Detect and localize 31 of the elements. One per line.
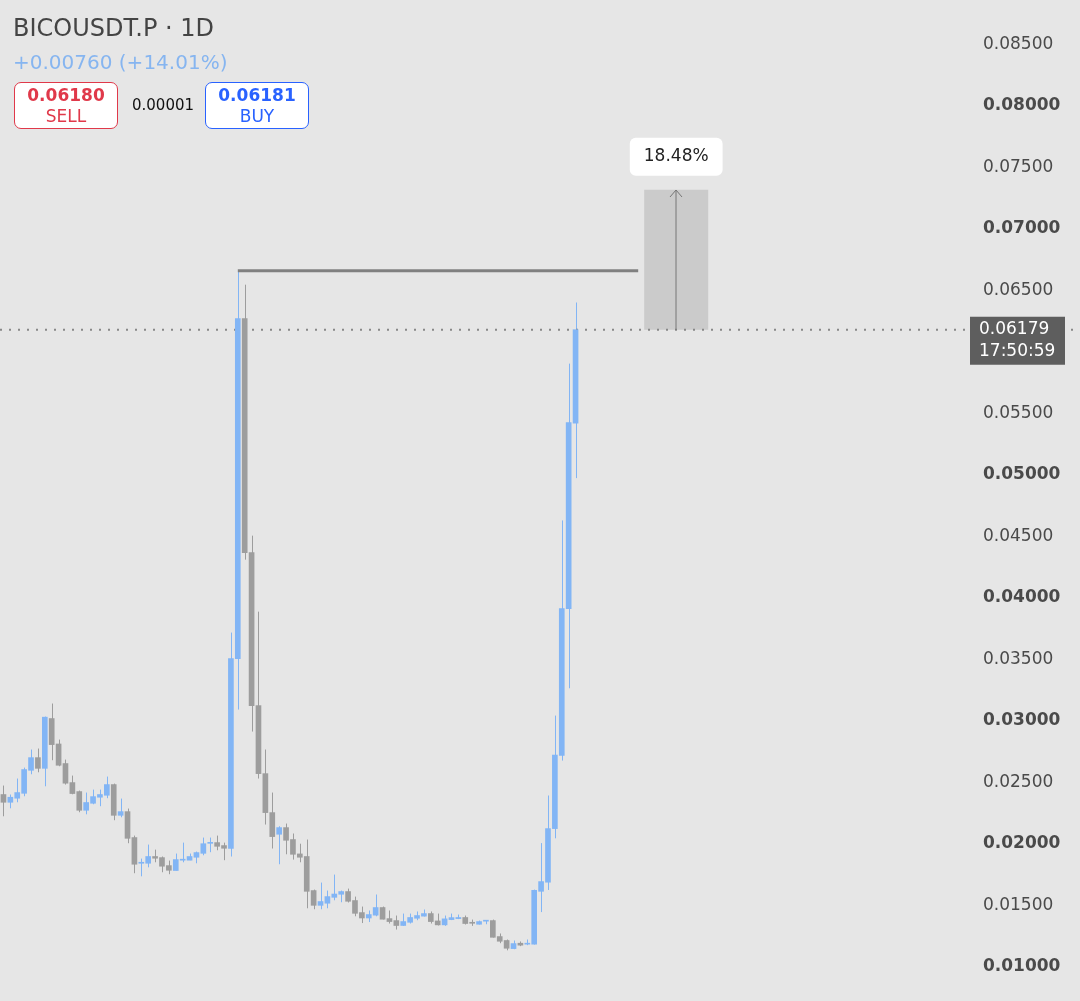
candlestick [276, 825, 282, 865]
y-tick-label: 0.01500 [983, 893, 1054, 914]
y-tick-label: 0.05000 [983, 463, 1061, 484]
text: BICOUSDT.P · 1D [13, 14, 215, 42]
y-tick-label: 0.07000 [983, 217, 1061, 238]
y-tick-label: 0.01000 [983, 954, 1061, 975]
y-tick-label: 0.08000 [983, 94, 1061, 115]
candlestick [0, 785, 7, 817]
candlestick [35, 748, 41, 773]
band-label: 18.48% [643, 145, 709, 166]
text: +0.00760 (+14.01%) [13, 50, 228, 74]
annotation: 0.06180 [26, 85, 106, 106]
candlestick [117, 798, 124, 818]
y-tick-label: 0.05500 [983, 401, 1054, 422]
annotation: 0.00001 [132, 96, 195, 114]
annotation: BUY [238, 106, 276, 127]
annotation: SELL [44, 106, 88, 127]
annotation: 0.06181 [217, 85, 297, 106]
y-tick-label: 0.06500 [983, 278, 1054, 299]
y-tick-label: 0.02500 [983, 770, 1054, 791]
y-tick-label: 0.07500 [983, 155, 1054, 176]
ref-line-label: 0.06179 [979, 318, 1050, 339]
candlestick [317, 882, 324, 910]
candlestick [62, 759, 69, 786]
y-tick-label: 0.04500 [983, 524, 1054, 545]
y-tick-label: 0.04000 [983, 586, 1061, 607]
y-tick-label: 0.02000 [983, 832, 1061, 853]
y-tick-label: 0.08500 [983, 32, 1054, 53]
y-tick-label: 0.03500 [983, 647, 1054, 668]
text: 17:50:59 [979, 340, 1056, 361]
y-tick-label: 0.03000 [983, 709, 1061, 730]
